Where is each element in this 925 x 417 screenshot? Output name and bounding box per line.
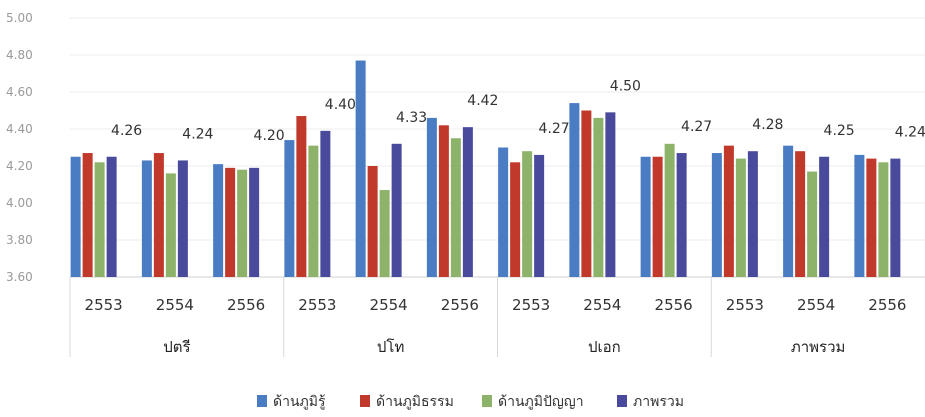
x-tick-label: 2553: [85, 296, 123, 314]
x-tick-label: 2554: [156, 296, 194, 314]
legend-label: ด้านภูมิปัญญา: [498, 394, 584, 410]
bar: [522, 151, 533, 277]
legend-swatch: [360, 395, 370, 407]
data-label: 4.33: [396, 110, 427, 126]
legend-swatch: [257, 395, 267, 407]
x-tick-label: 2556: [227, 296, 265, 314]
bar: [510, 162, 521, 277]
bar: [795, 151, 806, 277]
bar: [296, 116, 307, 277]
data-label: 4.42: [467, 93, 498, 109]
bar: [379, 190, 390, 277]
bar: [438, 125, 449, 277]
bar: [735, 158, 746, 277]
bar: [676, 153, 687, 277]
y-tick-label: 3.60: [6, 270, 33, 284]
bar: [70, 156, 81, 277]
bar: [783, 145, 794, 277]
bar: [747, 151, 758, 277]
data-label: 4.26: [111, 123, 142, 139]
y-tick-label: 4.20: [6, 159, 33, 173]
group-label: ปตรี: [163, 338, 190, 356]
bar: [237, 169, 248, 277]
bar: [391, 143, 402, 277]
legend-swatch: [482, 395, 492, 407]
legend-label: ด้านภูมิรู้: [273, 394, 326, 410]
bar: [711, 153, 722, 277]
y-tick-label: 4.00: [6, 196, 33, 210]
bar: [165, 173, 176, 277]
bar: [367, 166, 378, 277]
bar: [249, 167, 260, 277]
data-label: 4.40: [325, 97, 356, 113]
bar: [450, 138, 461, 277]
legend-swatch: [617, 395, 627, 407]
bar: [652, 156, 663, 277]
legend-label: ภาพรวม: [633, 394, 684, 410]
bar: [593, 117, 604, 278]
bar: [723, 145, 734, 277]
y-tick-label: 4.80: [6, 48, 33, 62]
x-tick-label: 2556: [655, 296, 693, 314]
bar: [664, 143, 675, 277]
group-label: ปโท: [377, 338, 404, 356]
bar: [106, 156, 117, 277]
x-tick-label: 2553: [512, 296, 550, 314]
bar: [355, 60, 366, 277]
bar: [534, 154, 545, 277]
bar: [890, 158, 901, 277]
bar: [819, 156, 830, 277]
bar: [462, 127, 473, 278]
bar: [866, 158, 877, 277]
x-tick-label: 2553: [726, 296, 764, 314]
bar: [854, 154, 865, 277]
bar: [94, 162, 105, 277]
bar: [153, 153, 164, 277]
data-label: 4.24: [182, 126, 213, 142]
data-label: 4.28: [752, 117, 783, 133]
x-tick-label: 2556: [868, 296, 906, 314]
bar: [141, 160, 152, 277]
data-label: 4.50: [610, 78, 641, 94]
x-tick-label: 2553: [298, 296, 336, 314]
bar: [213, 164, 224, 277]
bar: [807, 171, 818, 277]
bar: [308, 145, 319, 277]
x-tick-label: 2554: [370, 296, 408, 314]
x-tick-label: 2554: [797, 296, 835, 314]
data-label: 4.24: [895, 125, 925, 141]
y-tick-label: 3.80: [6, 233, 33, 247]
group-label: ปเอก: [588, 338, 621, 356]
bar: [581, 110, 592, 277]
bar: [426, 117, 437, 278]
legend-label: ด้านภูมิธรรม: [376, 394, 454, 410]
bar: [605, 112, 616, 277]
bar: [284, 140, 295, 277]
x-tick-label: 2556: [441, 296, 479, 314]
y-tick-label: 4.40: [6, 122, 33, 136]
bar: [569, 103, 580, 277]
bar: [82, 153, 93, 277]
bar: [640, 156, 651, 277]
x-tick-label: 2554: [583, 296, 621, 314]
group-label: ภาพรวม: [791, 338, 846, 356]
data-label: 4.27: [681, 119, 712, 135]
data-label: 4.25: [824, 123, 855, 139]
data-label: 4.27: [539, 121, 570, 137]
data-label: 4.20: [254, 128, 285, 144]
bar: [320, 130, 331, 277]
bar: [878, 162, 889, 277]
bar: [225, 167, 236, 277]
y-tick-label: 4.60: [6, 85, 33, 99]
bar: [177, 160, 188, 277]
bar: [498, 147, 509, 277]
y-tick-label: 5.00: [6, 11, 33, 25]
